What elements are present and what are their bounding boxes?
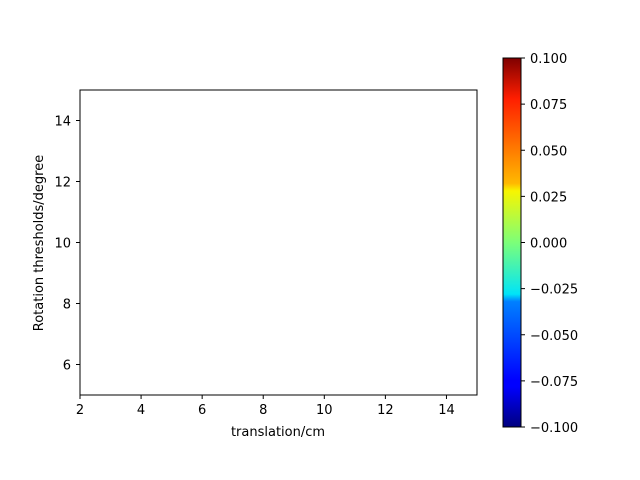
y-tick-label: 8 — [63, 298, 71, 313]
colorbar-tick-label: 0.000 — [530, 237, 567, 252]
y-tick-label: 6 — [63, 359, 71, 374]
y-axis-ticks: 6 8 10 12 14 — [54, 115, 80, 374]
x-tick-label: 10 — [316, 403, 333, 418]
colorbar-tick-label: −0.100 — [530, 421, 578, 436]
x-tick-label: 2 — [76, 403, 84, 418]
colorbar-tick-label: 0.075 — [530, 98, 567, 113]
plot-area: 2 4 6 8 10 12 14 6 8 10 12 14 — [54, 89, 478, 418]
x-tick-label: 4 — [137, 403, 145, 418]
colorbar-tick-label: −0.075 — [530, 375, 578, 390]
x-axis-ticks: 2 4 6 8 10 12 14 — [76, 395, 455, 418]
colorbar-tick-label: 0.025 — [530, 190, 567, 205]
colorbar-ticks: 0.100 0.075 0.050 0.025 0.000 −0.025 −0.050 −0.… — [521, 52, 578, 436]
y-tick-label: 14 — [54, 115, 71, 130]
colorbar-tick-label: 0.100 — [530, 52, 567, 67]
colorbar-tick-label: −0.025 — [530, 283, 578, 298]
x-tick-label: 12 — [377, 403, 394, 418]
colorbar-gradient — [503, 58, 521, 427]
x-tick-label: 6 — [198, 403, 206, 418]
y-tick-label: 10 — [54, 237, 71, 252]
x-axis-label: translation/cm — [231, 425, 325, 440]
x-tick-label: 8 — [259, 403, 267, 418]
y-axis-label: Rotation thresholds/degree — [32, 155, 47, 331]
colorbar-tick-label: 0.050 — [530, 144, 567, 159]
y-tick-label: 12 — [54, 176, 71, 191]
plot-frame — [79, 89, 478, 396]
colorbar: 0.100 0.075 0.050 0.025 0.000 −0.025 −0.050 −0.… — [502, 52, 578, 436]
x-tick-label: 14 — [438, 403, 455, 418]
plot-background — [80, 90, 477, 395]
colorbar-tick-label: −0.050 — [530, 329, 578, 344]
